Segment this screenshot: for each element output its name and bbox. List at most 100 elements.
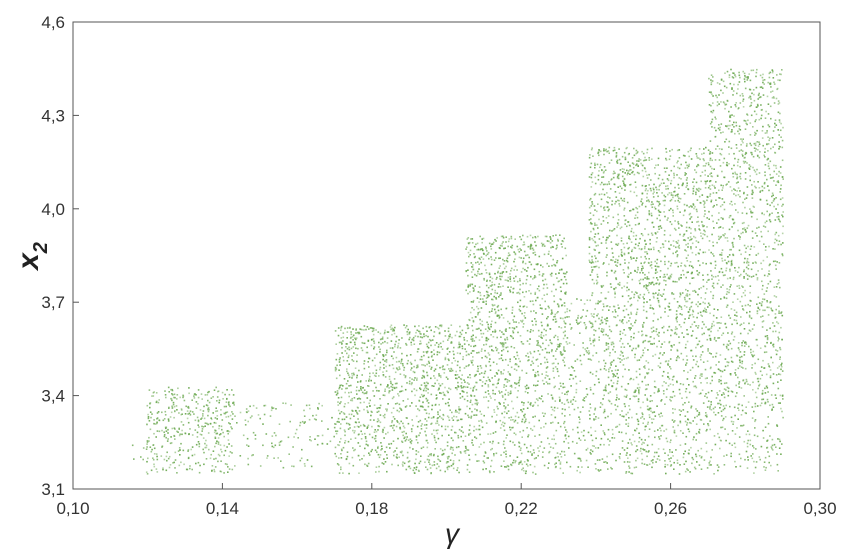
data-point (663, 430, 665, 432)
data-point (676, 161, 678, 164)
data-point (551, 398, 554, 400)
data-point (498, 316, 501, 318)
data-point (697, 241, 700, 244)
data-point (645, 251, 648, 253)
data-point (462, 440, 465, 442)
data-point (683, 239, 686, 241)
data-point (564, 316, 566, 319)
data-point (228, 393, 231, 396)
data-point (697, 312, 699, 315)
data-point (492, 440, 494, 443)
data-point (602, 188, 604, 191)
data-point (573, 408, 576, 411)
data-point (511, 400, 513, 403)
data-point (580, 460, 582, 462)
data-point (375, 372, 378, 375)
data-point (517, 248, 520, 251)
data-point (424, 430, 426, 433)
data-point (556, 407, 559, 409)
data-point (472, 290, 475, 292)
data-point (608, 235, 611, 237)
data-point (600, 300, 602, 302)
data-point (603, 461, 605, 463)
data-point (153, 463, 155, 466)
data-point (602, 263, 604, 265)
data-point (607, 196, 609, 198)
data-point (417, 451, 420, 453)
data-point (682, 409, 685, 411)
data-point (239, 411, 242, 414)
data-point (357, 332, 360, 335)
data-point (481, 426, 484, 429)
data-point (679, 464, 681, 466)
data-point (566, 399, 568, 402)
data-point (425, 384, 428, 387)
data-point (664, 460, 666, 462)
data-point (563, 356, 566, 359)
data-point (599, 323, 602, 325)
data-point (217, 437, 220, 439)
data-point (590, 426, 592, 429)
data-point (447, 327, 450, 330)
data-point (581, 466, 583, 468)
data-point (438, 327, 440, 330)
data-point (636, 152, 639, 154)
data-point (646, 397, 648, 400)
data-point (627, 267, 630, 270)
data-point (427, 356, 430, 359)
data-point (652, 418, 655, 420)
data-point (644, 365, 646, 367)
data-point (426, 350, 429, 353)
data-point (536, 340, 538, 342)
data-point (147, 457, 149, 460)
data-point (390, 442, 393, 445)
data-point (579, 321, 582, 323)
data-point (548, 351, 550, 354)
data-point (525, 387, 528, 390)
data-point (375, 440, 377, 442)
data-point (514, 415, 517, 418)
data-point (416, 364, 418, 367)
data-point (560, 327, 563, 329)
data-point (495, 420, 497, 423)
data-point (344, 403, 346, 405)
data-point (475, 373, 477, 376)
data-point (509, 289, 511, 291)
data-point (367, 411, 369, 414)
data-point (636, 160, 638, 162)
data-point (642, 349, 644, 352)
data-point (188, 433, 190, 436)
data-point (510, 366, 513, 369)
data-point (561, 268, 563, 271)
data-point (667, 267, 669, 270)
data-point (631, 416, 633, 419)
data-point (380, 442, 382, 444)
data-point (200, 418, 202, 420)
data-point (553, 316, 555, 318)
data-point (561, 408, 564, 410)
bifurcation-band-3 (334, 324, 467, 475)
data-point (548, 443, 551, 445)
data-point (622, 375, 624, 378)
data-point (669, 398, 671, 401)
data-point (641, 354, 644, 357)
data-point (591, 237, 593, 240)
data-point (520, 452, 523, 455)
data-point (707, 162, 710, 164)
data-point (193, 453, 196, 456)
data-point (591, 294, 593, 297)
data-point (551, 438, 553, 440)
data-point (559, 425, 562, 428)
data-point (421, 377, 423, 379)
data-point (336, 430, 339, 432)
data-point (446, 353, 449, 355)
data-point (600, 193, 603, 195)
data-point (356, 411, 358, 414)
data-point (182, 394, 184, 397)
data-point (501, 412, 503, 415)
data-point (636, 359, 639, 362)
data-point (651, 343, 654, 345)
data-point (558, 280, 561, 282)
data-point (436, 397, 438, 399)
data-point (536, 288, 539, 290)
